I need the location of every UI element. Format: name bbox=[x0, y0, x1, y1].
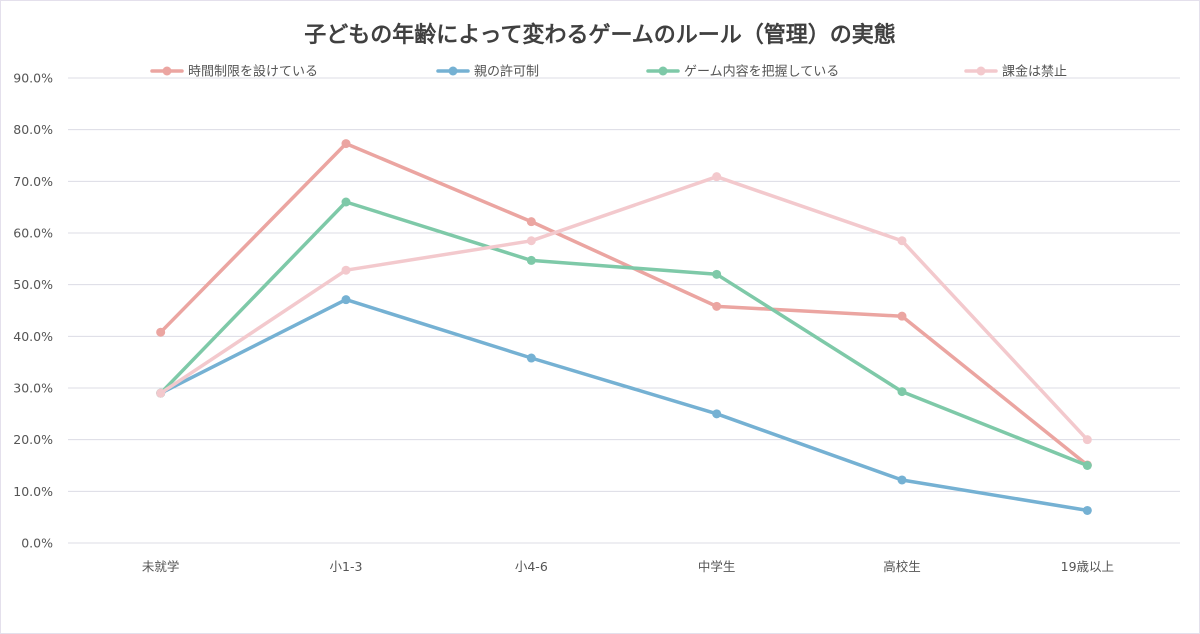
legend-label: 時間制限を設けている bbox=[188, 64, 318, 80]
legend: 時間制限を設けている 親の許可制 ゲーム内容を把握している 課金は禁止 bbox=[150, 64, 1067, 80]
x-tick-label: 小1-3 bbox=[330, 559, 363, 574]
chart-title: 子どもの年齢によって変わるゲームのルール（管理）の実態 bbox=[304, 22, 896, 48]
data-point bbox=[526, 255, 536, 265]
legend-label: 親の許可制 bbox=[474, 65, 539, 80]
y-tick-label: 70.0% bbox=[13, 174, 53, 189]
legend-item: 親の許可制 bbox=[436, 65, 539, 80]
legend-marker bbox=[976, 66, 986, 76]
data-point bbox=[1082, 435, 1092, 445]
legend-item: 課金は禁止 bbox=[964, 64, 1067, 80]
data-point bbox=[897, 387, 907, 397]
data-point bbox=[897, 475, 907, 485]
data-point bbox=[712, 301, 722, 311]
y-tick-label: 50.0% bbox=[13, 277, 53, 292]
data-point bbox=[712, 409, 722, 419]
data-point bbox=[897, 311, 907, 321]
data-point bbox=[341, 295, 351, 305]
data-point bbox=[341, 197, 351, 207]
data-point bbox=[526, 236, 536, 246]
y-tick-label: 80.0% bbox=[13, 122, 53, 137]
data-point bbox=[526, 217, 536, 227]
legend-item: 時間制限を設けている bbox=[150, 64, 318, 80]
series-4 bbox=[156, 172, 1092, 445]
x-tick-label: 未就学 bbox=[142, 559, 180, 574]
x-tick-label: 高校生 bbox=[883, 559, 921, 574]
y-axis: 0.0% 10.0% 20.0% 30.0% 40.0% 50.0% 60.0% 70.0% 8… bbox=[13, 71, 53, 551]
series-line bbox=[158, 297, 1090, 513]
data-point bbox=[712, 172, 722, 182]
legend-item: ゲーム内容を把握している bbox=[646, 64, 839, 80]
x-tick-label: 中学生 bbox=[698, 559, 736, 574]
x-axis: 未就学 小1-3 小4-6 中学生 高校生 19歳以上 bbox=[142, 559, 1114, 574]
legend-marker bbox=[448, 66, 458, 76]
data-point bbox=[341, 139, 351, 149]
series-line bbox=[158, 174, 1090, 442]
legend-label: ゲーム内容を把握している bbox=[684, 64, 839, 80]
legend-label: 課金は禁止 bbox=[1002, 64, 1067, 80]
y-tick-label: 0.0% bbox=[21, 536, 53, 551]
gridlines bbox=[68, 77, 1180, 544]
x-tick-label: 小4-6 bbox=[515, 559, 548, 574]
data-point bbox=[897, 236, 907, 246]
data-point bbox=[1082, 505, 1092, 515]
x-tick-label: 19歳以上 bbox=[1061, 559, 1114, 574]
data-point bbox=[156, 388, 166, 398]
y-tick-label: 40.0% bbox=[13, 329, 53, 344]
y-tick-label: 20.0% bbox=[13, 432, 53, 447]
y-tick-label: 60.0% bbox=[13, 226, 53, 241]
legend-marker bbox=[658, 66, 668, 76]
y-tick-label: 10.0% bbox=[13, 484, 53, 499]
data-point bbox=[341, 265, 351, 275]
data-point bbox=[1082, 461, 1092, 470]
y-tick-label: 30.0% bbox=[13, 381, 53, 396]
series-line bbox=[158, 200, 1090, 468]
legend-marker bbox=[162, 66, 172, 76]
y-tick-label: 90.0% bbox=[13, 71, 53, 86]
data-point bbox=[156, 327, 166, 337]
series-2 bbox=[156, 295, 1092, 515]
data-point bbox=[712, 269, 722, 279]
data-point bbox=[526, 353, 536, 363]
series-3 bbox=[156, 197, 1092, 470]
series-group bbox=[156, 139, 1092, 515]
series-line bbox=[158, 141, 1090, 467]
